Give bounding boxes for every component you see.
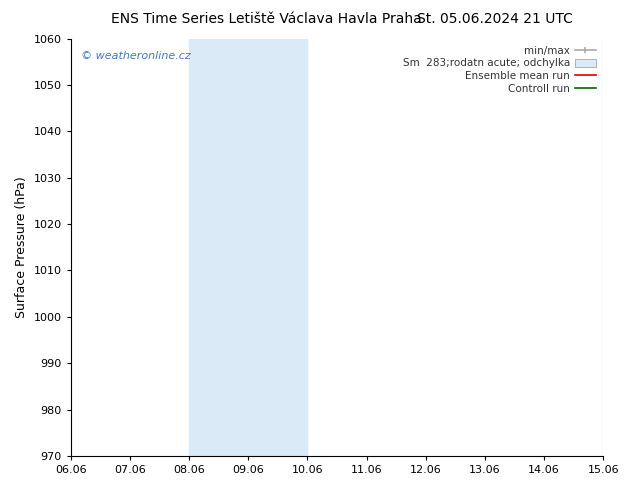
Text: ENS Time Series Letiště Václava Havla Praha: ENS Time Series Letiště Václava Havla Pr… [111, 12, 422, 26]
Y-axis label: Surface Pressure (hPa): Surface Pressure (hPa) [15, 176, 28, 318]
Bar [189, 39, 307, 456]
Text: © weatheronline.cz: © weatheronline.cz [81, 51, 191, 61]
Bar [603, 39, 634, 456]
Legend: min/max, Sm  283;rodatn acute; odchylka, Ensemble mean run, Controll run: min/max, Sm 283;rodatn acute; odchylka, … [398, 42, 600, 98]
Text: St. 05.06.2024 21 UTC: St. 05.06.2024 21 UTC [417, 12, 573, 26]
